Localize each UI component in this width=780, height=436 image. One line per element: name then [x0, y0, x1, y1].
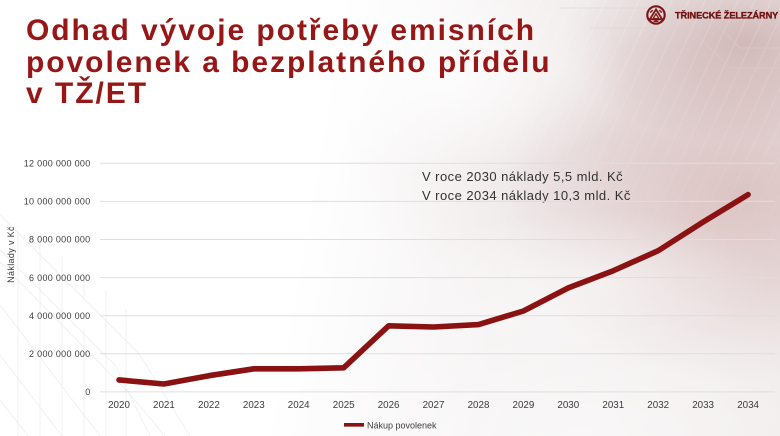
svg-text:12 000 000 000: 12 000 000 000 [24, 159, 91, 169]
svg-text:2020: 2020 [108, 400, 130, 411]
svg-text:2 000 000 000: 2 000 000 000 [29, 349, 90, 359]
svg-text:2028: 2028 [468, 400, 490, 411]
svg-text:2026: 2026 [378, 400, 400, 411]
svg-text:2021: 2021 [153, 400, 175, 411]
svg-text:2029: 2029 [513, 400, 535, 411]
svg-text:2027: 2027 [423, 400, 445, 411]
svg-text:2031: 2031 [602, 400, 624, 411]
svg-text:2022: 2022 [198, 400, 220, 411]
svg-text:0: 0 [85, 387, 90, 397]
svg-text:6 000 000 000: 6 000 000 000 [29, 273, 90, 283]
svg-text:TŘINECKÉ ŽELEZÁRNY: TŘINECKÉ ŽELEZÁRNY [675, 10, 778, 21]
svg-text:2034: 2034 [737, 400, 759, 411]
svg-text:4 000 000 000: 4 000 000 000 [29, 311, 90, 321]
svg-text:2033: 2033 [692, 400, 714, 411]
svg-text:2023: 2023 [243, 400, 265, 411]
svg-text:2032: 2032 [647, 400, 669, 411]
svg-text:2025: 2025 [333, 400, 355, 411]
svg-text:Náklady v Kč: Náklady v Kč [6, 226, 16, 283]
svg-text:2030: 2030 [557, 400, 579, 411]
svg-text:10 000 000 000: 10 000 000 000 [24, 197, 91, 207]
svg-text:8 000 000 000: 8 000 000 000 [29, 235, 90, 245]
svg-text:2024: 2024 [288, 400, 310, 411]
svg-text:Nákup povolenek: Nákup povolenek [367, 420, 437, 430]
